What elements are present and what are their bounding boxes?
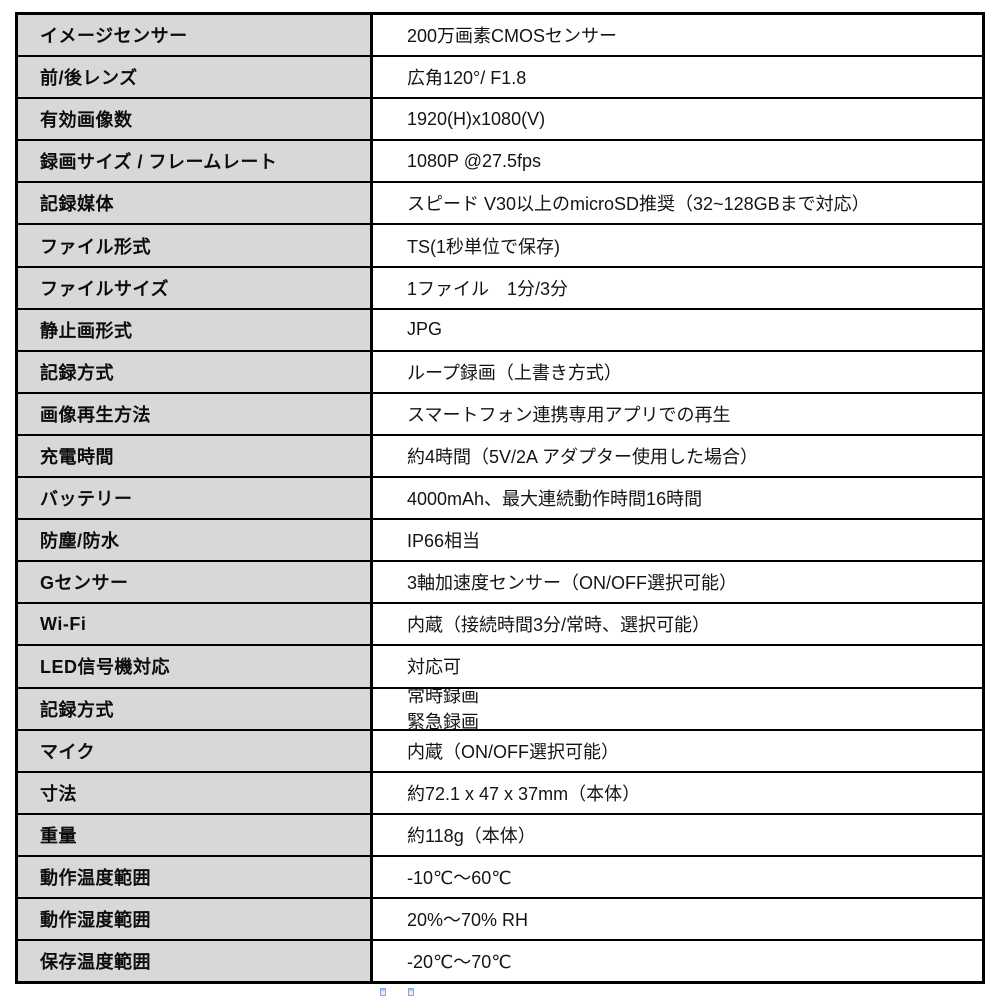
spec-value: 200万画素CMOSセンサー <box>373 15 982 56</box>
spec-value: 3軸加速度センサー（ON/OFF選択可能） <box>373 562 982 603</box>
table-row: Gセンサー 3軸加速度センサー（ON/OFF選択可能） <box>18 562 982 605</box>
spec-value: 約118g（本体） <box>373 814 982 855</box>
table-row: 重量 約118g（本体） <box>18 814 982 857</box>
spec-value: 1080P @27.5fps <box>373 141 982 182</box>
spec-label: 重量 <box>18 814 373 855</box>
table-row: 記録媒体 スピード V30以上のmicroSD推奨（32~128GBまで対応） <box>18 183 982 226</box>
spec-value: -10℃〜60℃ <box>373 856 982 897</box>
table-row: 録画サイズ / フレームレート 1080P @27.5fps <box>18 141 982 184</box>
spec-value: 4000mAh、最大連続動作時間16時間 <box>373 478 982 519</box>
spec-label: バッテリー <box>18 478 373 519</box>
spec-value: 1920(H)x1080(V) <box>373 99 982 140</box>
table-row: Wi-Fi 内蔵（接続時間3分/常時、選択可能） <box>18 604 982 647</box>
spec-label: 録画サイズ / フレームレート <box>18 141 373 182</box>
spec-label: 充電時間 <box>18 435 373 477</box>
table-row: 動作湿度範囲 20%〜70% RH <box>18 898 982 942</box>
table-row: イメージセンサー 200万画素CMOSセンサー <box>18 15 982 58</box>
spec-label: ファイルサイズ <box>18 267 373 308</box>
spec-value-lines: 常時録画 緊急録画 <box>407 689 479 729</box>
spec-label: 記録方式 <box>18 351 373 392</box>
spec-label: マイク <box>18 730 373 771</box>
spec-value-line: 常時録画 <box>407 688 479 706</box>
spec-label: LED信号機対応 <box>18 646 373 687</box>
spec-label: ファイル形式 <box>18 225 373 266</box>
table-row: 寸法 約72.1 x 47 x 37mm（本体） <box>18 772 982 815</box>
spec-value: -20℃〜70℃ <box>373 941 982 982</box>
spec-value: 約4時間（5V/2A アダプター使用した場合） <box>373 435 982 477</box>
spec-value: 20%〜70% RH <box>373 898 982 940</box>
spec-label: 静止画形式 <box>18 309 373 350</box>
spec-value: 常時録画 緊急録画 <box>373 688 982 729</box>
spec-label: 画像再生方法 <box>18 393 373 434</box>
spec-value: TS(1秒単位で保存) <box>373 225 982 266</box>
table-row: 有効画像数 1920(H)x1080(V) <box>18 99 982 142</box>
table-row: 記録方式 常時録画緊急録画 <box>18 688 982 731</box>
spec-label: Wi-Fi <box>18 604 373 645</box>
spec-label: 防塵/防水 <box>18 520 373 561</box>
spec-value: 内蔵（接続時間3分/常時、選択可能） <box>373 604 982 645</box>
spec-label: 動作温度範囲 <box>18 856 373 897</box>
spec-value: 広角120°/ F1.8 <box>373 57 982 98</box>
spec-label: 記録媒体 <box>18 183 373 224</box>
table-row: LED信号機対応 対応可 <box>18 646 982 689</box>
spec-value-line: 緊急録画 <box>407 711 479 729</box>
table-row: 防塵/防水 IP66相当 <box>18 520 982 563</box>
table-row: 保存温度範囲 -20℃〜70℃ <box>18 941 982 982</box>
spec-label: 動作湿度範囲 <box>18 898 373 940</box>
spec-value: 約72.1 x 47 x 37mm（本体） <box>373 772 982 813</box>
anchor-artifact-icon <box>380 988 386 996</box>
spec-value: JPG <box>373 309 982 350</box>
anchor-artifact-icon <box>408 988 414 996</box>
table-row: 記録方式 ループ録画（上書き方式） <box>18 351 982 394</box>
spec-label: Gセンサー <box>18 562 373 603</box>
spec-label: 寸法 <box>18 772 373 813</box>
spec-value: スピード V30以上のmicroSD推奨（32~128GBまで対応） <box>373 183 982 224</box>
spec-value: 対応可 <box>373 646 982 687</box>
table-row: マイク 内蔵（ON/OFF選択可能） <box>18 730 982 773</box>
spec-value: 1ファイル 1分/3分 <box>373 267 982 308</box>
spec-label: 前/後レンズ <box>18 57 373 98</box>
spec-label: 有効画像数 <box>18 99 373 140</box>
table-row: ファイル形式 TS(1秒単位で保存) <box>18 225 982 268</box>
spec-value: 内蔵（ON/OFF選択可能） <box>373 730 982 771</box>
spec-value: IP66相当 <box>373 520 982 561</box>
table-row: 充電時間 約4時間（5V/2A アダプター使用した場合） <box>18 435 982 479</box>
spec-value: スマートフォン連携専用アプリでの再生 <box>373 393 982 434</box>
spec-value: ループ録画（上書き方式） <box>373 351 982 392</box>
table-row: バッテリー 4000mAh、最大連続動作時間16時間 <box>18 478 982 521</box>
spec-label: 記録方式 <box>18 688 373 729</box>
table-row: ファイルサイズ 1ファイル 1分/3分 <box>18 267 982 310</box>
table-row: 動作温度範囲 -10℃〜60℃ <box>18 856 982 899</box>
table-row: 前/後レンズ 広角120°/ F1.8 <box>18 57 982 100</box>
table-row: 静止画形式 JPG <box>18 309 982 352</box>
table-row: 画像再生方法 スマートフォン連携専用アプリでの再生 <box>18 393 982 436</box>
spec-label: 保存温度範囲 <box>18 941 373 982</box>
spec-label: イメージセンサー <box>18 15 373 56</box>
spec-table: イメージセンサー 200万画素CMOSセンサー 前/後レンズ 広角120°/ F… <box>15 12 985 984</box>
